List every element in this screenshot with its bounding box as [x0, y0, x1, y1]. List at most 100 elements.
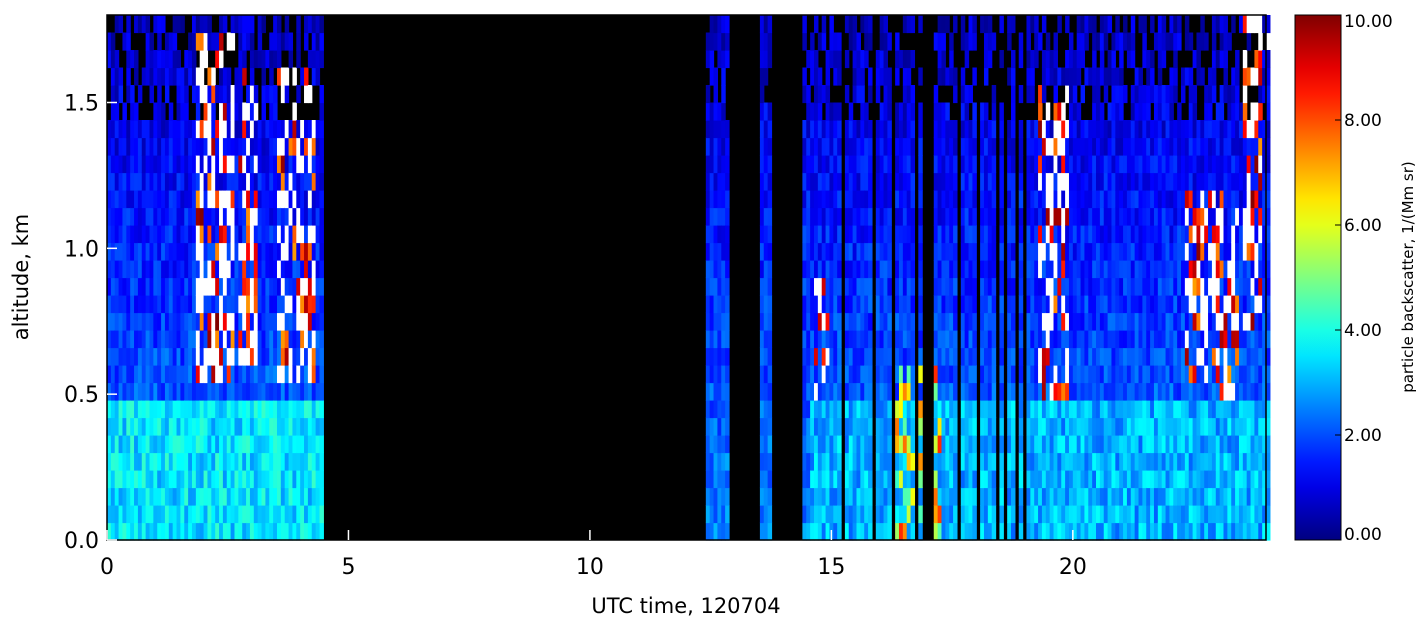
heatmap-cell: [813, 137, 819, 156]
heatmap-cell: [1072, 365, 1078, 384]
heatmap-cell: [767, 32, 773, 51]
heatmap-cell: [284, 155, 290, 174]
heatmap-cell: [1038, 102, 1043, 121]
heatmap-cell: [161, 242, 166, 261]
heatmap-cell: [153, 487, 158, 506]
heatmap-cell: [1007, 295, 1012, 314]
heatmap-cell: [860, 435, 865, 454]
heatmap-cell: [864, 347, 869, 366]
heatmap-cell: [1219, 85, 1225, 104]
heatmap-cell: [184, 417, 189, 436]
heatmap-cell: [296, 470, 301, 489]
heatmap-cell: [176, 365, 181, 384]
heatmap-cell: [933, 102, 939, 121]
heatmap-cell: [1092, 207, 1097, 226]
heatmap-cell: [1072, 260, 1078, 279]
heatmap-cell: [968, 277, 973, 296]
heatmap-cell: [304, 277, 309, 296]
heatmap-cell: [288, 452, 294, 471]
heatmap-cell: [1181, 400, 1186, 419]
heatmap-cell: [149, 242, 154, 261]
heatmap-cell: [1103, 15, 1109, 34]
heatmap-cell: [1192, 225, 1198, 244]
heatmap-cell: [1223, 207, 1228, 226]
heatmap-cell: [242, 137, 247, 156]
heatmap-cell: [1115, 522, 1120, 541]
heatmap-cell: [203, 470, 209, 489]
heatmap-cell: [949, 522, 954, 541]
heatmap-cell: [1096, 190, 1101, 209]
heatmap-cell: [983, 32, 989, 51]
heatmap-cell: [126, 312, 131, 331]
heatmap-cell: [1126, 312, 1132, 331]
heatmap-cell: [1026, 277, 1031, 296]
heatmap-cell: [817, 382, 823, 401]
heatmap-cell: [910, 487, 916, 506]
heatmap-cell: [875, 242, 881, 261]
heatmap-cell: [292, 382, 297, 401]
heatmap-cell: [145, 120, 151, 139]
heatmap-cell: [257, 120, 263, 139]
heatmap-cell: [234, 295, 239, 314]
heatmap-cell: [134, 155, 139, 174]
heatmap-cell: [887, 120, 892, 139]
heatmap-cell: [868, 32, 873, 51]
heatmap-cell: [157, 207, 162, 226]
heatmap-cell: [238, 225, 243, 244]
heatmap-cell: [883, 102, 888, 121]
heatmap-cell: [253, 155, 259, 174]
heatmap-cell: [829, 260, 834, 279]
heatmap-cell: [242, 260, 247, 279]
heatmap-cell: [1138, 400, 1143, 419]
heatmap-cell: [817, 330, 823, 349]
heatmap-cell: [1072, 85, 1078, 104]
heatmap-cell: [1076, 470, 1082, 489]
heatmap-cell: [1258, 400, 1263, 419]
heatmap-cell: [211, 207, 216, 226]
heatmap-cell: [1111, 400, 1116, 419]
heatmap-cell: [972, 190, 977, 209]
heatmap-cell: [980, 225, 985, 244]
heatmap-cell: [763, 15, 769, 34]
heatmap-cell: [1150, 67, 1155, 86]
heatmap-cell: [172, 295, 178, 314]
heatmap-cell: [1200, 435, 1205, 454]
heatmap-cell: [844, 260, 850, 279]
heatmap-cell: [1238, 120, 1244, 139]
heatmap-cell: [1246, 67, 1252, 86]
heatmap-cell: [1219, 330, 1225, 349]
heatmap-cell: [1092, 50, 1097, 69]
heatmap-cell: [1258, 120, 1263, 139]
heatmap-cell: [122, 365, 127, 384]
heatmap-cell: [1161, 155, 1167, 174]
heatmap-cell: [1053, 137, 1058, 156]
heatmap-cell: [122, 505, 127, 524]
heatmap-cell: [759, 120, 765, 139]
heatmap-cell: [887, 155, 892, 174]
heatmap-cell: [1123, 260, 1128, 279]
heatmap-cell: [1088, 435, 1093, 454]
heatmap-cell: [1211, 207, 1217, 226]
heatmap-cell: [1169, 365, 1174, 384]
heatmap-cell: [1227, 242, 1232, 261]
heatmap-cell: [887, 452, 892, 471]
heatmap-cell: [238, 242, 243, 261]
heatmap-cell: [868, 120, 873, 139]
heatmap-cell: [1258, 277, 1263, 296]
heatmap-cell: [1072, 137, 1078, 156]
heatmap-cell: [1030, 365, 1035, 384]
heatmap-cell: [1250, 172, 1256, 191]
heatmap-cell: [307, 85, 313, 104]
heatmap-cell: [833, 330, 838, 349]
heatmap-cell: [1018, 312, 1024, 331]
heatmap-cell: [180, 225, 185, 244]
heatmap-cell: [304, 190, 309, 209]
heatmap-cell: [883, 312, 888, 331]
heatmap-cell: [941, 172, 946, 191]
heatmap-cell: [107, 155, 112, 174]
heatmap-cell: [219, 225, 224, 244]
heatmap-cell: [188, 452, 193, 471]
heatmap-cell: [219, 435, 224, 454]
heatmap-cell: [1204, 470, 1209, 489]
heatmap-cell: [883, 137, 888, 156]
